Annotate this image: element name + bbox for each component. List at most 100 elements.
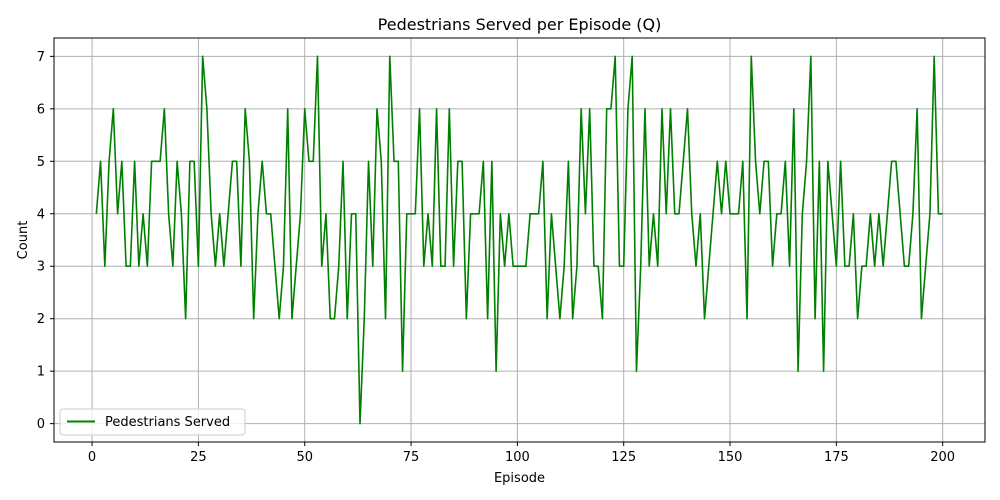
data-point (435, 107, 438, 110)
data-point (822, 370, 825, 373)
data-point (222, 265, 225, 268)
data-point (350, 212, 353, 215)
data-point (758, 212, 761, 215)
data-point (388, 55, 391, 58)
data-point (125, 265, 128, 268)
data-point (201, 55, 204, 58)
data-point (907, 265, 910, 268)
data-point (886, 212, 889, 215)
data-point (363, 317, 366, 320)
data-point (924, 265, 927, 268)
data-point (882, 265, 885, 268)
data-point (899, 212, 902, 215)
data-point (95, 212, 98, 215)
data-point (324, 212, 327, 215)
legend-box (59, 408, 246, 436)
data-point (346, 317, 349, 320)
x-tick-label: 175 (824, 450, 849, 465)
data-point (214, 265, 217, 268)
data-point (877, 212, 880, 215)
data-point (665, 212, 668, 215)
data-point (933, 55, 936, 58)
data-point (261, 160, 264, 163)
data-point (609, 107, 612, 110)
data-point (405, 212, 408, 215)
data-point (814, 317, 817, 320)
y-tick-label: 0 (37, 417, 45, 432)
data-point (99, 160, 102, 163)
data-point (775, 212, 778, 215)
data-point (686, 107, 689, 110)
data-point (788, 265, 791, 268)
data-point (639, 265, 642, 268)
data-point (533, 212, 536, 215)
data-point (163, 107, 166, 110)
data-point (180, 212, 183, 215)
data-point (265, 212, 268, 215)
data-point (856, 317, 859, 320)
data-point (546, 317, 549, 320)
legend: Pedestrians Served (59, 408, 246, 436)
x-tick-label: 125 (611, 450, 636, 465)
data-point (729, 212, 732, 215)
data-point (337, 265, 340, 268)
data-point (703, 317, 706, 320)
data-point (418, 107, 421, 110)
data-point (312, 160, 315, 163)
data-point (495, 370, 498, 373)
data-point (635, 370, 638, 373)
data-point (563, 265, 566, 268)
data-point (652, 212, 655, 215)
data-point (712, 212, 715, 215)
data-point (801, 212, 804, 215)
data-point (580, 107, 583, 110)
data-point (167, 212, 170, 215)
data-point (146, 265, 149, 268)
data-point (852, 212, 855, 215)
data-point (537, 212, 540, 215)
data-point (410, 212, 413, 215)
data-point (805, 160, 808, 163)
data-point (520, 265, 523, 268)
data-point (656, 265, 659, 268)
data-point (865, 265, 868, 268)
data-point (316, 55, 319, 58)
data-point (269, 212, 272, 215)
data-point (486, 317, 489, 320)
x-tick-label: 100 (505, 450, 530, 465)
data-point (690, 212, 693, 215)
data-point (286, 107, 289, 110)
data-point (401, 370, 404, 373)
data-point (524, 265, 527, 268)
data-point (567, 160, 570, 163)
data-point (818, 160, 821, 163)
data-point (461, 160, 464, 163)
data-point (210, 212, 213, 215)
x-tick-label: 25 (190, 450, 207, 465)
data-point (648, 265, 651, 268)
series-line (95, 55, 943, 425)
data-point (295, 265, 298, 268)
data-point (478, 212, 481, 215)
data-point (571, 317, 574, 320)
data-point (784, 160, 787, 163)
data-point (482, 160, 485, 163)
data-point (695, 265, 698, 268)
data-point (120, 160, 123, 163)
y-tick-label: 5 (37, 155, 45, 170)
data-point (218, 212, 221, 215)
data-point (631, 55, 634, 58)
data-point (601, 317, 604, 320)
data-point (754, 160, 757, 163)
data-point (397, 160, 400, 163)
x-tick-label: 75 (403, 450, 420, 465)
data-point (558, 317, 561, 320)
data-point (869, 212, 872, 215)
data-point (529, 212, 532, 215)
data-point (333, 317, 336, 320)
data-point (227, 212, 230, 215)
data-point (890, 160, 893, 163)
data-point (376, 107, 379, 110)
data-point (622, 265, 625, 268)
data-point (737, 212, 740, 215)
